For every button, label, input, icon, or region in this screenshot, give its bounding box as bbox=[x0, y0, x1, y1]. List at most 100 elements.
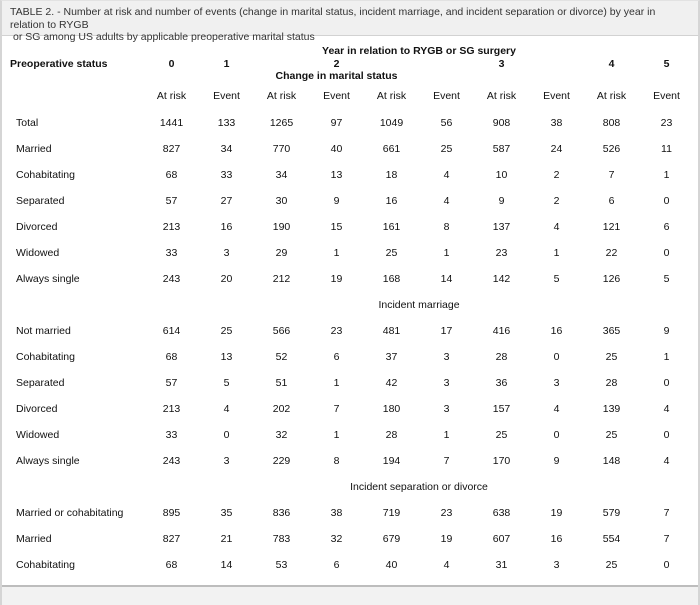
at-risk-value-cell: 28 bbox=[605, 377, 618, 389]
event-value-cell: 6 bbox=[663, 221, 670, 233]
year-group-header: Year in relation to RYGB or SG surgery bbox=[322, 45, 516, 57]
at-risk-value-cell: 638 bbox=[492, 507, 511, 519]
at-risk-value-cell: 6 bbox=[608, 195, 615, 207]
at-risk-value-cell: 679 bbox=[382, 533, 401, 545]
at-risk-value-cell: 607 bbox=[492, 533, 511, 545]
event-value-cell: 27 bbox=[220, 195, 233, 207]
event-value-cell: 21 bbox=[220, 533, 233, 545]
empty-cell bbox=[529, 57, 584, 70]
table-row: Married 827 21 783 32 679 19 607 16 554 7 bbox=[2, 526, 694, 552]
section-header-change-marital-status: Change in marital status bbox=[275, 70, 398, 82]
event-value-cell: 0 bbox=[663, 377, 670, 389]
at-risk-value-cell: 161 bbox=[382, 221, 401, 233]
at-risk-value-cell: 719 bbox=[382, 507, 401, 519]
event-value-cell: 3 bbox=[553, 559, 560, 571]
event-value-cell: 9 bbox=[663, 325, 670, 337]
at-risk-value-cell: 1049 bbox=[379, 117, 404, 129]
event-value-cell: 1 bbox=[333, 377, 340, 389]
at-risk-header: At risk bbox=[596, 90, 627, 102]
event-value-cell: 38 bbox=[330, 507, 343, 519]
section-row: Incident marriage bbox=[2, 292, 694, 318]
at-risk-value-cell: 770 bbox=[272, 143, 291, 155]
at-risk-value-cell: 32 bbox=[275, 429, 288, 441]
event-header: Event bbox=[213, 90, 240, 102]
event-header: Event bbox=[433, 90, 460, 102]
event-value-cell: 32 bbox=[330, 533, 343, 545]
at-risk-value-cell: 16 bbox=[385, 195, 398, 207]
table-row: Separated 57 27 30 9 16 4 9 2 6 0 bbox=[2, 188, 694, 214]
at-risk-value-cell: 23 bbox=[495, 247, 508, 259]
at-risk-value-cell: 40 bbox=[385, 559, 398, 571]
event-value-cell: 19 bbox=[330, 273, 343, 285]
event-value-cell: 3 bbox=[553, 377, 560, 389]
at-risk-value-cell: 57 bbox=[165, 195, 178, 207]
at-risk-value-cell: 661 bbox=[382, 143, 401, 155]
row-label: Widowed bbox=[16, 429, 60, 441]
event-value-cell: 19 bbox=[440, 533, 453, 545]
event-value-cell: 1 bbox=[443, 429, 450, 441]
year-label-5: 5 bbox=[663, 57, 670, 70]
event-value-cell: 8 bbox=[333, 455, 340, 467]
row-label: Always single bbox=[16, 273, 80, 285]
table-row: Divorced 213 4 202 7 180 3 157 4 139 4 bbox=[2, 396, 694, 422]
event-value-cell: 38 bbox=[550, 117, 563, 129]
row-label: Cohabitating bbox=[16, 351, 75, 363]
at-risk-value-cell: 30 bbox=[275, 195, 288, 207]
row-label: Separated bbox=[16, 195, 65, 207]
event-value-cell: 3 bbox=[443, 377, 450, 389]
table-caption: TABLE 2. - Number at risk and number of … bbox=[2, 1, 698, 43]
at-risk-value-cell: 190 bbox=[272, 221, 291, 233]
row-label: Not married bbox=[16, 325, 71, 337]
at-risk-value-cell: 7 bbox=[608, 169, 615, 181]
at-risk-value-cell: 139 bbox=[602, 403, 621, 415]
at-risk-value-cell: 170 bbox=[492, 455, 511, 467]
year-label-0: 0 bbox=[168, 57, 175, 70]
at-risk-value-cell: 22 bbox=[605, 247, 618, 259]
event-value-cell: 7 bbox=[663, 507, 670, 519]
event-value-cell: 4 bbox=[223, 403, 230, 415]
event-value-cell: 2 bbox=[553, 195, 560, 207]
event-value-cell: 4 bbox=[663, 455, 670, 467]
event-value-cell: 5 bbox=[223, 377, 230, 389]
table-bottom-rule bbox=[2, 585, 698, 587]
event-header: Event bbox=[653, 90, 680, 102]
event-value-cell: 3 bbox=[443, 403, 450, 415]
row-label: Divorced bbox=[16, 403, 58, 415]
at-risk-value-cell: 25 bbox=[385, 247, 398, 259]
at-risk-value-cell: 808 bbox=[602, 117, 621, 129]
event-value-cell: 14 bbox=[440, 273, 453, 285]
table-row: Divorced 213 16 190 15 161 8 137 4 121 6 bbox=[2, 214, 694, 240]
table-row: Married 827 34 770 40 661 25 587 24 526 11 bbox=[2, 136, 694, 162]
event-value-cell: 0 bbox=[663, 247, 670, 259]
event-value-cell: 1 bbox=[333, 429, 340, 441]
empty-cell bbox=[2, 70, 144, 82]
event-value-cell: 23 bbox=[330, 325, 343, 337]
event-value-cell: 25 bbox=[440, 143, 453, 155]
section-row: Incident separation or divorce bbox=[2, 474, 694, 500]
row-label: Married bbox=[16, 143, 52, 155]
at-risk-value-cell: 31 bbox=[495, 559, 508, 571]
at-risk-value-cell: 126 bbox=[602, 273, 621, 285]
event-value-cell: 34 bbox=[220, 143, 233, 155]
at-risk-header: At risk bbox=[486, 90, 517, 102]
row-label: Divorced bbox=[16, 221, 58, 233]
at-risk-value-cell: 827 bbox=[162, 533, 181, 545]
event-value-cell: 4 bbox=[443, 195, 450, 207]
event-value-cell: 1 bbox=[663, 169, 670, 181]
event-value-cell: 4 bbox=[443, 169, 450, 181]
empty-cell bbox=[254, 57, 309, 70]
event-value-cell: 35 bbox=[220, 507, 233, 519]
empty-cell bbox=[2, 292, 144, 318]
at-risk-value-cell: 895 bbox=[162, 507, 181, 519]
event-value-cell: 4 bbox=[553, 221, 560, 233]
event-value-cell: 1 bbox=[443, 247, 450, 259]
event-value-cell: 7 bbox=[443, 455, 450, 467]
event-header: Event bbox=[323, 90, 350, 102]
at-risk-value-cell: 29 bbox=[275, 247, 288, 259]
at-risk-value-cell: 68 bbox=[165, 351, 178, 363]
at-risk-value-cell: 52 bbox=[275, 351, 288, 363]
at-risk-value-cell: 1265 bbox=[269, 117, 294, 129]
event-value-cell: 6 bbox=[333, 351, 340, 363]
at-risk-value-cell: 416 bbox=[492, 325, 511, 337]
